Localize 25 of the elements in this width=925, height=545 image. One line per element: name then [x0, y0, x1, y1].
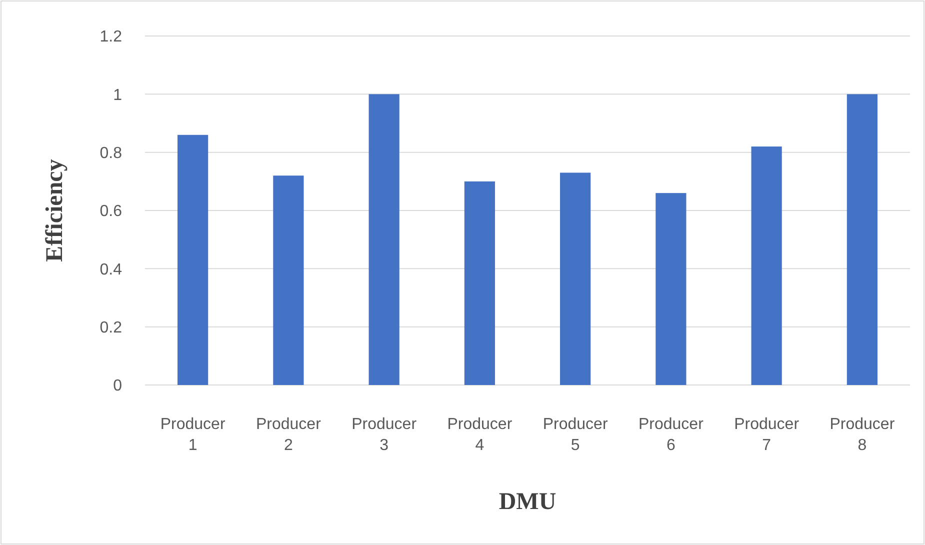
- x-axis-title: DMU: [498, 489, 556, 515]
- y-axis-title: Efficiency: [42, 159, 68, 262]
- bar: [368, 94, 400, 385]
- y-tick-label: 0.2: [100, 319, 122, 336]
- y-tick-label: 0.8: [100, 144, 122, 162]
- bar: [751, 146, 782, 385]
- x-tick-label: Producer 8: [830, 416, 896, 454]
- y-tick-label: 1: [113, 86, 122, 104]
- x-tick-label: Producer 4: [447, 416, 513, 454]
- x-tick-label: Producer 5: [542, 416, 608, 454]
- bar: [846, 94, 878, 385]
- x-tick-label: Producer 3: [352, 416, 418, 454]
- bar: [178, 134, 208, 385]
- y-tick-label: 0: [113, 378, 122, 395]
- bar: [560, 172, 591, 385]
- x-tick-label: Producer 7: [734, 416, 800, 454]
- x-tick-label: Producer 6: [638, 416, 704, 454]
- bar: [273, 176, 304, 385]
- y-tick-label: 0.4: [100, 261, 122, 278]
- y-tick-label: 1.2: [100, 28, 122, 46]
- y-tick-label: 0.6: [100, 203, 122, 220]
- x-tick-label: Producer 2: [256, 416, 322, 454]
- bar: [464, 181, 495, 385]
- bar: [656, 193, 686, 385]
- x-tick-label: Producer 1: [160, 416, 226, 454]
